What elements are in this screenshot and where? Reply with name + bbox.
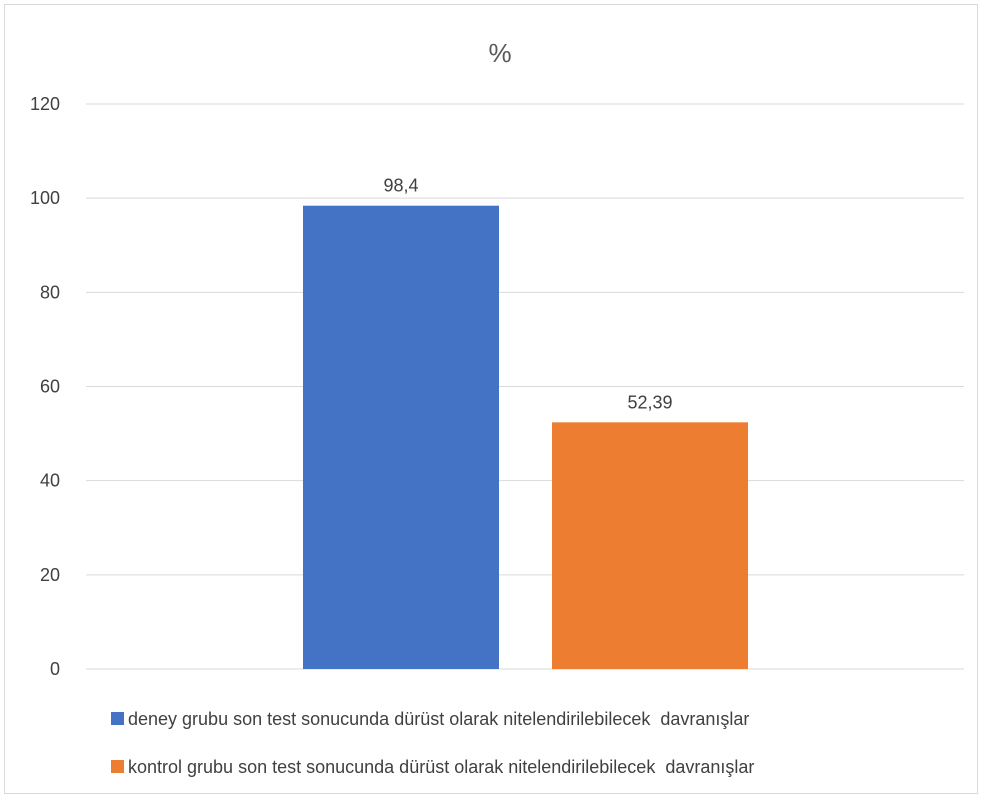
y-tick-label: 100 xyxy=(30,188,60,208)
legend-swatch-series-1 xyxy=(111,712,124,725)
legend-swatch-series-2 xyxy=(111,760,124,773)
data-labels: 98,4 52,39 xyxy=(383,176,672,413)
data-label-series-2: 52,39 xyxy=(627,392,672,412)
legend-label-series-1: deney grubu son test sonucunda dürüst ol… xyxy=(128,709,749,729)
bar-series-2 xyxy=(552,422,748,669)
y-tick-label: 80 xyxy=(40,282,60,302)
y-axis-tick-labels: 0 20 40 60 80 100 120 xyxy=(30,94,60,679)
bars xyxy=(303,205,748,669)
chart-title: % xyxy=(488,38,511,68)
legend: deney grubu son test sonucunda dürüst ol… xyxy=(111,709,754,777)
y-tick-label: 0 xyxy=(50,659,60,679)
y-tick-label: 20 xyxy=(40,565,60,585)
gridlines xyxy=(86,103,964,670)
data-label-series-1: 98,4 xyxy=(383,176,418,196)
y-tick-label: 40 xyxy=(40,471,60,491)
y-tick-label: 120 xyxy=(30,94,60,114)
bar-series-1 xyxy=(303,205,499,669)
legend-label-series-2: kontrol grubu son test sonucunda dürüst … xyxy=(128,757,754,777)
y-tick-label: 60 xyxy=(40,377,60,397)
